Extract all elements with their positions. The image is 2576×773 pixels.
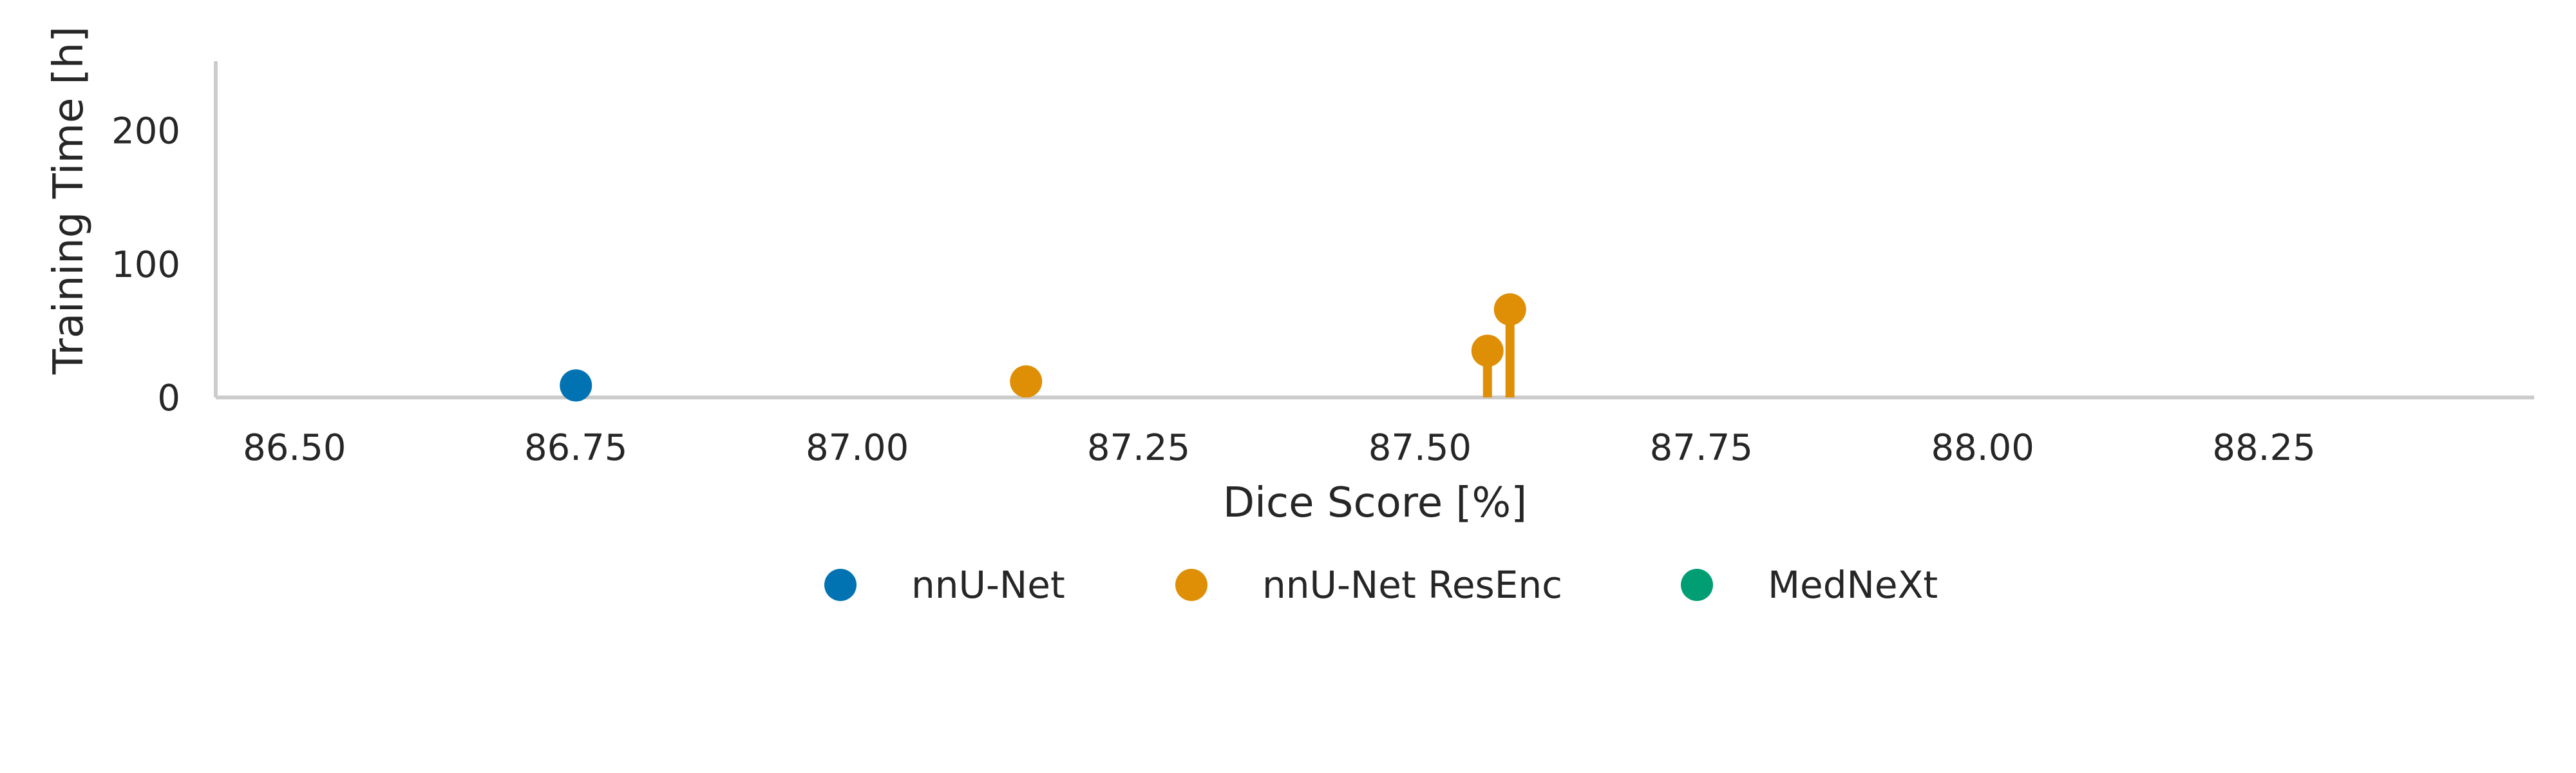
legend-item: nnU-Net [824, 563, 1065, 607]
data-points [560, 293, 1526, 402]
x-tick-label: 87.25 [1087, 427, 1190, 469]
y-tick-labels: 0 100 200 [111, 111, 180, 419]
legend-item: MedNeXt [1681, 563, 1938, 607]
data-stems [571, 309, 1515, 397]
legend-marker [824, 569, 857, 601]
x-tick-label: 86.50 [243, 427, 346, 469]
x-tick-label: 88.00 [1931, 427, 2034, 469]
data-point [1010, 365, 1043, 398]
y-tick-label: 200 [111, 111, 180, 153]
data-point [1471, 334, 1504, 367]
x-axis-label: Dice Score [%] [1223, 479, 1527, 527]
legend-label: nnU-Net ResEnc [1262, 563, 1562, 607]
y-tick-label: 0 [157, 377, 180, 419]
legend-marker [1681, 569, 1713, 601]
x-tick-label: 87.50 [1368, 427, 1472, 469]
x-tick-labels: 86.50 86.75 87.00 87.25 87.50 87.75 88.00 88.25 [243, 427, 2316, 469]
axes [214, 61, 2534, 399]
y-tick-label: 100 [111, 244, 180, 286]
legend-label: MedNeXt [1768, 563, 1938, 607]
data-point [560, 369, 592, 402]
x-tick-label: 87.00 [806, 427, 909, 469]
x-tick-label: 88.25 [2212, 427, 2315, 469]
legend-item: nnU-Net ResEnc [1175, 563, 1562, 607]
y-axis-label: Training Time [h] [45, 26, 93, 375]
legend: nnU-Net nnU-Net ResEnc MedNeXt [824, 563, 1938, 607]
x-tick-label: 87.75 [1650, 427, 1753, 469]
x-tick-label: 86.75 [524, 427, 627, 469]
data-point [1493, 293, 1526, 326]
legend-label: nnU-Net [911, 563, 1065, 607]
legend-marker [1175, 569, 1208, 601]
